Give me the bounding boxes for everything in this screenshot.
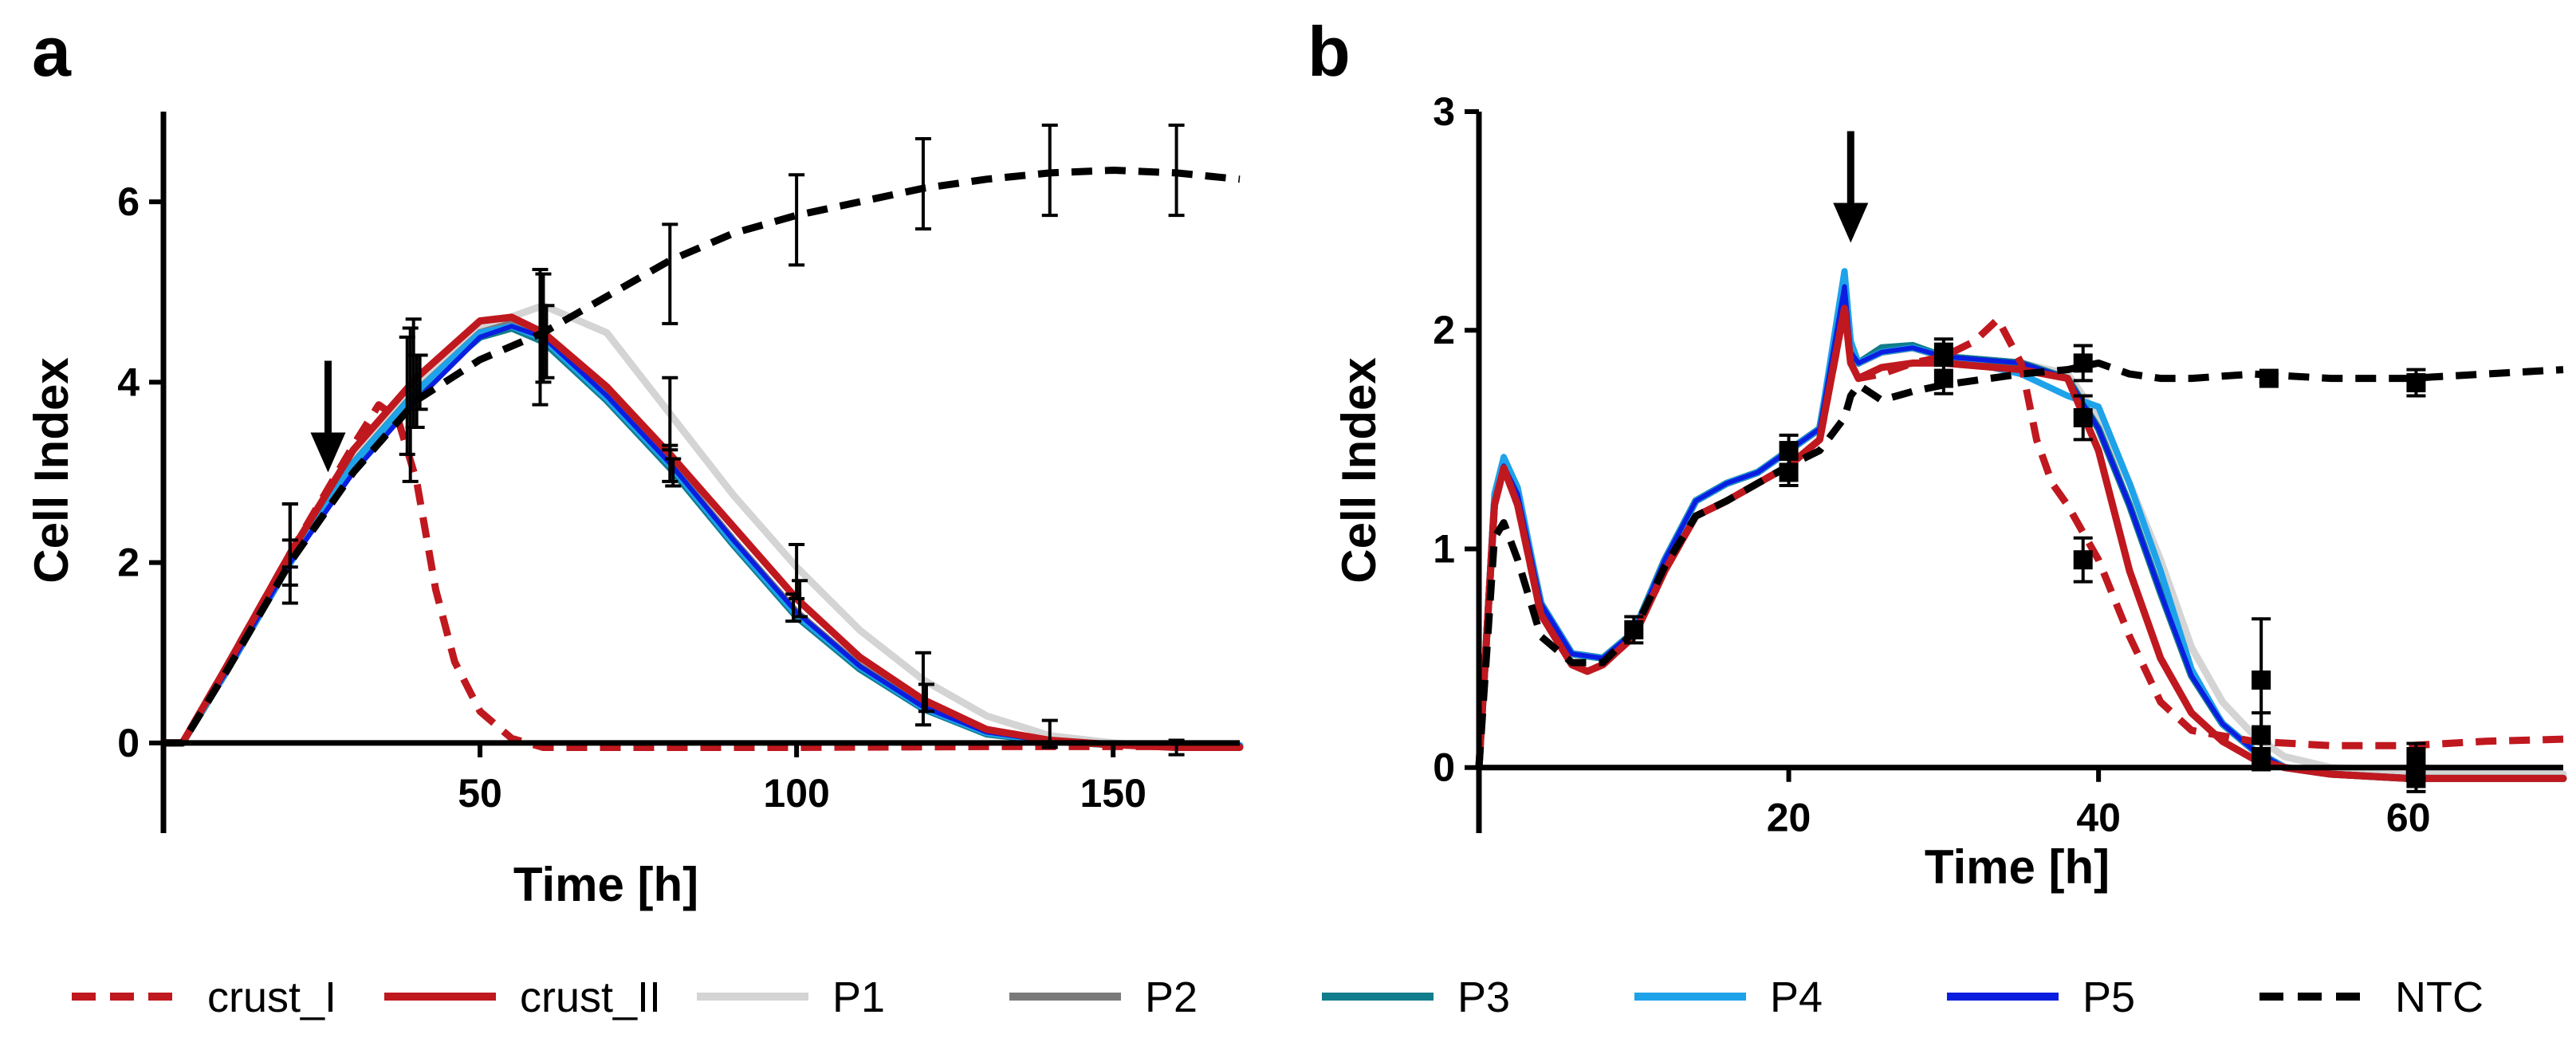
panel-b-x-tick-label: 20	[1767, 796, 1811, 840]
panel-b-axes: 0 1 2 3 20 40 60	[1433, 89, 2563, 840]
legend-item-p1: P1	[697, 973, 885, 1021]
panel-b-error-bar	[2073, 536, 2093, 584]
legend-item-p3: P3	[1322, 973, 1510, 1021]
panel-a-error-bar	[914, 136, 931, 231]
panel-a-error-bar	[785, 592, 802, 623]
legend-label: P2	[1145, 973, 1198, 1021]
legend-label: NTC	[2395, 973, 2484, 1021]
panel-b-y-tick-label: 3	[1433, 89, 1455, 134]
panel-a-error-bar	[281, 538, 298, 587]
panel-a-error-bar	[665, 457, 682, 488]
panel-a-error-bar	[535, 272, 552, 384]
panel-a-x-tick-label: 150	[1080, 771, 1146, 816]
legend-item-crust-i: crust_I	[72, 973, 336, 1021]
panel-b-y-tick-label: 2	[1433, 308, 1455, 352]
panel-a-y-tick-label: 0	[117, 721, 140, 765]
panel-b-y-tick-label: 0	[1433, 745, 1455, 790]
panel-b-error-bar	[1933, 361, 1953, 395]
panel-b-series-ntc	[1475, 359, 2564, 769]
panel-b-x-tick-label: 60	[2386, 796, 2431, 840]
legend-label: crust_II	[520, 973, 661, 1021]
panel-b-y-tick-label: 1	[1433, 526, 1455, 571]
panel-a-error-bar	[662, 222, 678, 325]
legend-label: P3	[1457, 973, 1510, 1021]
panel-b-series-p4	[1476, 268, 2566, 782]
legend-item-ntc: NTC	[2259, 973, 2484, 1021]
panel-a: a 0 2 4 6 50 100 150 Time [h] Cell Index	[25, 12, 1244, 911]
panel-b-arrow	[1833, 131, 1869, 243]
panel-a-error-bar	[1041, 123, 1058, 218]
panel-b-arrow-head	[1833, 203, 1869, 243]
panel-b-y-axis-title: Cell Index	[1332, 357, 1386, 583]
panel-b-error-bars	[1624, 337, 2426, 793]
panel-b-series-crust-i	[1475, 305, 2564, 768]
panel-a-y-tick-label: 4	[117, 360, 140, 404]
panel-a-error-bar	[411, 353, 428, 411]
panel-b-error-bar	[1779, 458, 1799, 487]
panel-a-error-bar	[789, 173, 805, 267]
panel-b-error-bar	[1933, 337, 1953, 368]
panel-a-series-crust-ii	[159, 313, 1244, 751]
legend-item-crust-ii: crust_II	[384, 973, 661, 1021]
panel-a-error-bar	[662, 443, 678, 483]
panel-a-x-axis-title: Time [h]	[513, 858, 698, 911]
panel-b: b 0 1 2 3 20 40 60 Time [h] Cell Index	[1308, 12, 2567, 894]
panel-a-label: a	[32, 12, 72, 91]
legend-label: P5	[2082, 973, 2135, 1021]
panel-a-axes: 0 2 4 6 50 100 150	[117, 112, 1240, 833]
panel-a-y-tick-label: 2	[117, 541, 140, 585]
panel-a-error-bar	[1168, 123, 1185, 218]
panel-a-error-bars	[281, 123, 1185, 757]
panel-b-error-bar	[2073, 394, 2093, 442]
legend-label: P1	[832, 973, 885, 1021]
panel-a-y-axis-title: Cell Index	[25, 357, 78, 583]
panel-a-series-crust-i	[163, 401, 1240, 751]
panel-b-series	[1475, 268, 2567, 782]
panel-a-x-tick-label: 100	[763, 771, 829, 816]
panel-a-arrow-head	[310, 432, 346, 473]
panel-b-error-bar	[1624, 615, 1644, 645]
panel-b-x-axis-title: Time [h]	[1925, 840, 2110, 894]
panel-b-error-bar	[2259, 368, 2279, 388]
legend-item-p2: P2	[1009, 973, 1198, 1021]
panel-b-label: b	[1308, 12, 1351, 91]
panel-a-y-tick-label: 6	[117, 179, 140, 224]
legend: crust_I crust_II P1 P2 P3 P4 P5 NTC	[72, 973, 2484, 1021]
panel-a-error-bar	[662, 376, 678, 452]
legend-item-p4: P4	[1634, 973, 1823, 1021]
legend-label: P4	[1770, 973, 1823, 1021]
panel-a-error-bar	[918, 682, 934, 714]
panel-a-arrow	[310, 360, 346, 473]
panel-a-error-bar	[789, 543, 805, 600]
legend-label: crust_I	[207, 973, 336, 1021]
panel-b-error-bar	[2073, 344, 2093, 383]
panel-b-x-tick-label: 40	[2076, 796, 2121, 840]
panel-a-x-tick-label: 50	[458, 771, 502, 816]
panel-b-error-bar	[2406, 368, 2426, 398]
legend-item-p5: P5	[1947, 973, 2135, 1021]
panel-a-error-bar	[538, 304, 555, 379]
